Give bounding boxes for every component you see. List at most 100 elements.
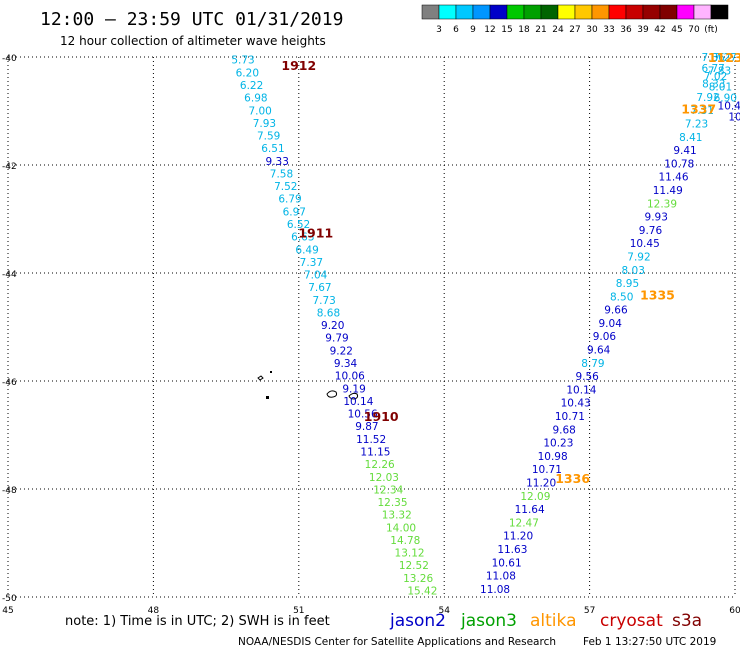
wave-height-value: 9.76 (639, 225, 663, 237)
wave-height-value: 9.22 (330, 345, 353, 357)
wave-height-value: 7.92 (696, 92, 719, 104)
credit-text: NOAA/NESDIS Center for Satellite Applica… (238, 636, 556, 648)
wave-height-value: 12.39 (647, 198, 677, 210)
wave-height-value: 11.20 (526, 478, 556, 490)
scale-swatch (659, 4, 678, 20)
wave-height-value: 6.52 (287, 219, 310, 231)
longitude-label: 57 (584, 606, 595, 616)
longitude-label: 60 (729, 606, 740, 616)
latitude-label: -50 (2, 594, 17, 604)
wave-height-value: 11.46 (658, 172, 688, 184)
scale-swatch (438, 4, 457, 20)
wave-height-value: 10.56 (348, 409, 378, 421)
legend-item-jason3: jason3 (460, 611, 517, 631)
wave-height-value: 8.79 (581, 358, 604, 370)
scale-swatch (676, 4, 695, 20)
scale-label: 18 (518, 25, 530, 35)
wave-height-value: 6.98 (244, 93, 267, 105)
wave-height-value: 10.23 (543, 438, 573, 450)
wave-height-value: 7.37 (300, 257, 323, 269)
scale-swatch (625, 4, 644, 20)
wave-height-value: 7.93 (253, 118, 276, 130)
scale-label: 27 (569, 25, 580, 35)
wave-height-value: 9.06 (593, 331, 617, 343)
wave-height-value: 6.90 (714, 93, 737, 105)
wave-height-value: 7.92 (627, 251, 650, 263)
wave-height-value: 13.12 (395, 548, 425, 560)
wave-height-value: 8.68 (317, 307, 340, 319)
island-dot (270, 371, 272, 373)
scale-swatch (574, 4, 593, 20)
wave-height-value: 8.33 (702, 79, 725, 91)
wave-height-value: 6.77 (701, 63, 724, 75)
wave-height-value: 6.63 (291, 232, 314, 244)
wave-height-value: 10.71 (555, 411, 585, 423)
wave-height-value: 12.35 (377, 497, 407, 509)
scale-label: 39 (637, 25, 649, 35)
wave-height-value: 5.73 (231, 55, 254, 67)
scale-swatch (642, 4, 661, 20)
scale-label: 15 (501, 25, 512, 35)
latitude-label: -40 (2, 54, 17, 64)
wave-height-value: 7.36 (701, 52, 725, 64)
timestamp-text: Feb 1 13:27:50 UTC 2019 (583, 636, 716, 648)
scale-label: 6 (453, 25, 459, 35)
scale-label: 21 (535, 25, 546, 35)
longitude-label: 51 (293, 606, 304, 616)
wave-height-value: 9.04 (599, 318, 623, 330)
pass-time-label: 1337 (681, 101, 716, 116)
scale-swatch (523, 4, 542, 20)
wave-height-value: 6.51 (261, 143, 284, 155)
scale-label: 3 (436, 25, 442, 35)
wave-height-value: 10.61 (492, 557, 522, 569)
wave-height-value: 11.08 (480, 584, 510, 596)
scale-label: 36 (620, 25, 632, 35)
color-scale: 3 6 9 12 15 18 21 24 27 30 33 36 39 42 45 70 (ft) (421, 4, 729, 35)
wave-height-value: 11.15 (360, 446, 390, 458)
wave-height-value: 7.00 (248, 105, 271, 117)
map-title: 12:00 – 23:59 UTC 01/31/2019 (40, 9, 343, 30)
wave-height-value: 6.20 (236, 67, 259, 79)
scale-label: 70 (688, 25, 700, 35)
scale-swatch (693, 4, 712, 20)
wave-height-value: 9.79 (325, 333, 348, 345)
wave-height-value: 9.93 (645, 212, 668, 224)
scale-label: 24 (552, 25, 564, 35)
wave-height-value: 10 (728, 111, 740, 123)
wave-height-value: 15.42 (407, 586, 437, 598)
wave-height-value: 9.64 (587, 345, 611, 357)
wave-height-value: 8.50 (610, 291, 633, 303)
wave-height-value: 10.98 (538, 451, 568, 463)
header: 12:00 – 23:59 UTC 01/31/2019 12 hour col… (40, 9, 343, 48)
wave-height-value: 11.20 (503, 531, 533, 543)
scale-swatch (710, 4, 729, 20)
wave-height-value: 6.97 (283, 206, 306, 218)
island-outline (326, 390, 338, 398)
wave-height-value: 9.34 (334, 358, 358, 370)
scale-swatch (489, 4, 508, 20)
pass-time-label: 1336 (555, 471, 590, 486)
wave-height-value: 11.49 (653, 185, 683, 197)
units-note: note: 1) Time is in UTC; 2) SWH is in fe… (65, 614, 330, 629)
wave-height-value: 8.41 (679, 132, 702, 144)
longitude-label: 48 (148, 606, 160, 616)
pass-time-label: 1911 (298, 226, 333, 241)
wave-height-value: 9.87 (355, 421, 378, 433)
wave-height-value: 9.56 (575, 371, 599, 383)
wave-height-value: 7.23 (685, 118, 708, 130)
wave-height-value: 10.45 (630, 238, 660, 250)
wave-height-value: 9.20 (321, 320, 344, 332)
wave-height-value: 11.63 (497, 544, 527, 556)
island-outline (348, 392, 359, 400)
scale-swatch (455, 4, 474, 20)
footer: note: 1) Time is in UTC; 2) SWH is in fe… (65, 611, 716, 648)
legend-item-cryosat: cryosat (600, 611, 663, 631)
scale-swatch (506, 4, 525, 20)
wave-height-value: 14.00 (386, 522, 416, 534)
scale-swatch (421, 4, 440, 20)
scale-label: 33 (603, 25, 614, 35)
map-subtitle: 12 hour collection of altimeter wave hei… (60, 34, 326, 48)
island-dot (266, 396, 269, 399)
